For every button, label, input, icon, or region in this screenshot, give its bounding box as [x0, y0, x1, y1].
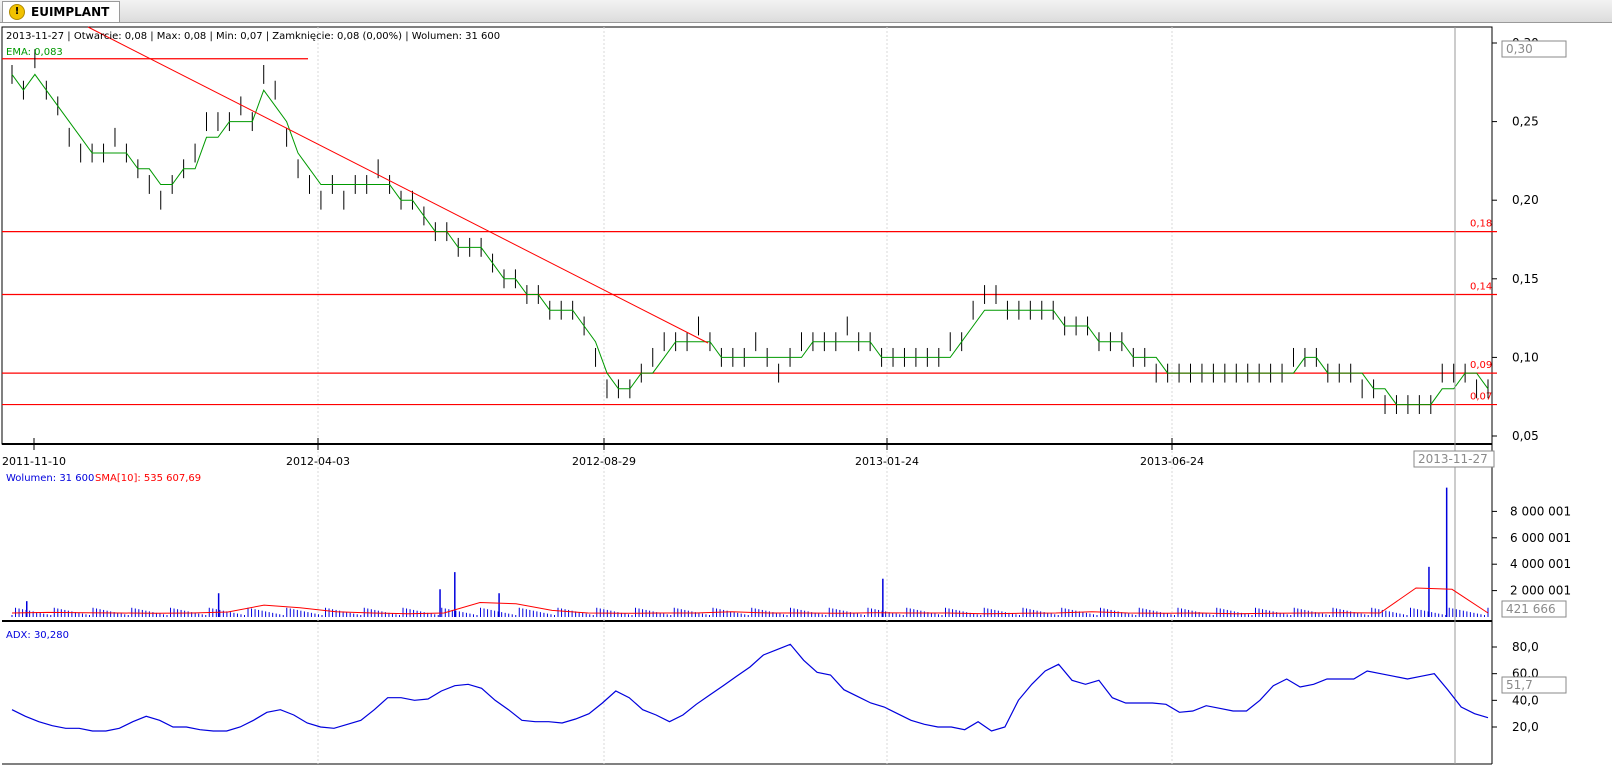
volume-tick-label: 2 000 001 [1510, 584, 1571, 598]
price-y-ticks: 0,30 0,25 0,20 0,15 0,10 0,05 [1492, 36, 1539, 443]
price-tick-label: 0,25 [1512, 115, 1539, 129]
sma-line [11, 587, 1489, 615]
level-label: 0,14 [1470, 282, 1492, 293]
price-tick-label: 0,10 [1512, 350, 1539, 364]
price-panel-frame [1, 26, 1493, 445]
date-cursor-value: 2013-11-27 [1418, 452, 1488, 466]
tab-label: EUIMPLANT [31, 5, 110, 19]
adx-legend: ADX: 30,280 [6, 630, 69, 641]
info-line: 2013-11-27 | Otwarcie: 0,08 | Max: 0,08 … [6, 31, 500, 42]
adx-tick-label: 80,0 [1512, 640, 1539, 654]
adx-cursor-box [1501, 676, 1567, 694]
volume-cursor-box [1501, 600, 1567, 618]
volume-cursor-value: 421 666 [1506, 602, 1556, 616]
tab-bar: ! EUIMPLANT [0, 0, 1612, 23]
trend-line [87, 26, 709, 344]
level-label: 0,09 [1470, 360, 1492, 371]
ema-line [11, 73, 1489, 406]
price-cursor-box [1501, 40, 1567, 58]
price-cursor-value: 0,30 [1506, 42, 1533, 56]
horizontal-levels: 0,18 0,14 0,09 0,07 [2, 58, 1497, 406]
price-x-ticks: 2011-11-10 2012-04-03 2012-08-29 2013-01-24… [2, 438, 1204, 468]
adx-y-ticks: 80,060,040,020,0 [1492, 640, 1539, 734]
date-cursor-box [1413, 450, 1495, 468]
chart-area[interactable]: 0,18 0,14 0,09 0,07 2013-11-27 | Otwarcie: … [0, 23, 1612, 766]
price-tick-label: 0,05 [1512, 429, 1539, 443]
x-tick-label: 2011-11-10 [2, 455, 66, 468]
ema-label: EMA: 0,083 [6, 47, 63, 58]
volume-tick-label: 8 000 001 [1510, 504, 1571, 518]
level-label: 0,18 [1470, 219, 1492, 230]
price-tick-label: 0,20 [1512, 193, 1539, 207]
volume-y-ticks: 8 000 001 6 000 001 4 000 001 2 000 001 [1492, 504, 1571, 598]
volume-tick-label: 6 000 001 [1510, 531, 1571, 545]
adx-line [11, 643, 1489, 732]
adx-tick-label: 40,0 [1512, 693, 1539, 707]
volume-tick-label: 4 000 001 [1510, 557, 1571, 571]
x-tick-label: 2013-06-24 [1140, 455, 1204, 468]
volume-bars [11, 487, 1489, 617]
x-tick-label: 2013-01-24 [855, 455, 919, 468]
warning-icon: ! [9, 4, 25, 20]
x-tick-label: 2012-04-03 [286, 455, 350, 468]
level-label: 0,07 [1470, 392, 1492, 403]
tab-euimplant[interactable]: ! EUIMPLANT [2, 1, 121, 22]
x-tick-label: 2012-08-29 [572, 455, 636, 468]
price-tick-label: 0,15 [1512, 272, 1539, 286]
sma-legend: SMA[10]: 535 607,69 [95, 473, 201, 484]
adx-cursor-value: 51,7 [1506, 678, 1533, 692]
adx-tick-label: 20,0 [1512, 720, 1539, 734]
gridlines [317, 27, 1456, 764]
volume-legend: Wolumen: 31 600 [6, 473, 94, 484]
